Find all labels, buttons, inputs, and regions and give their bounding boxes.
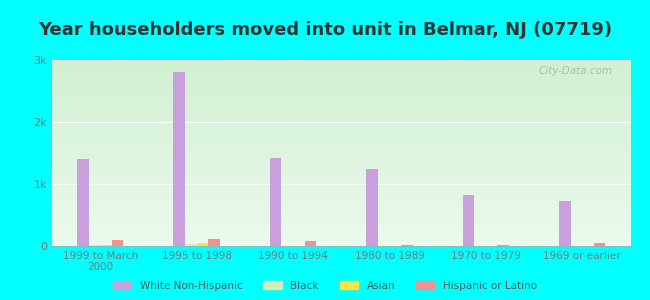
Bar xyxy=(270,158,281,246)
Bar xyxy=(559,201,571,246)
Bar xyxy=(196,243,208,246)
Bar xyxy=(463,195,474,246)
Text: Year householders moved into unit in Belmar, NJ (07719): Year householders moved into unit in Bel… xyxy=(38,21,612,39)
Bar xyxy=(305,241,316,246)
Bar xyxy=(77,159,88,246)
Bar xyxy=(367,169,378,246)
Text: City-Data.com: City-Data.com xyxy=(539,66,613,76)
Bar xyxy=(594,243,605,246)
Bar xyxy=(497,245,509,246)
Bar xyxy=(185,244,196,246)
Legend: White Non-Hispanic, Black, Asian, Hispanic or Latino: White Non-Hispanic, Black, Asian, Hispan… xyxy=(109,277,541,295)
Bar xyxy=(389,245,401,246)
Bar xyxy=(112,240,124,246)
Bar xyxy=(474,245,486,246)
Bar xyxy=(582,245,594,246)
Bar xyxy=(401,245,413,246)
Bar xyxy=(571,245,582,246)
Bar xyxy=(208,239,220,246)
Bar xyxy=(281,245,293,246)
Bar xyxy=(293,245,305,246)
Bar xyxy=(174,72,185,246)
Bar xyxy=(486,245,497,246)
Bar xyxy=(378,245,389,246)
Bar xyxy=(88,245,100,246)
Bar xyxy=(100,245,112,246)
